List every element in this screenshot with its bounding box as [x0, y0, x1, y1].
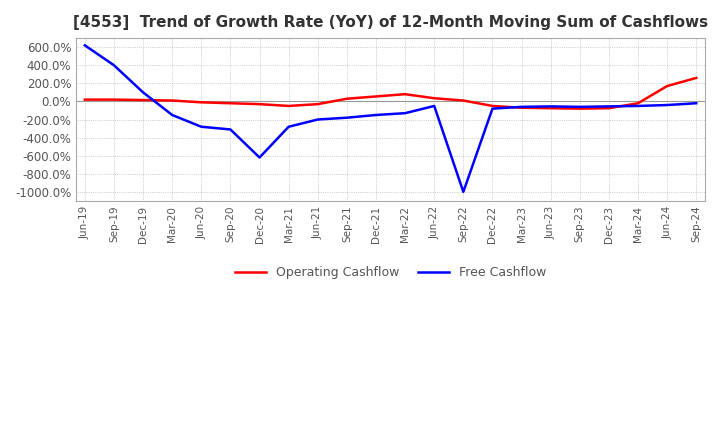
Free Cashflow — [575, 104, 584, 110]
Operating Cashflow — [459, 98, 468, 103]
Operating Cashflow — [634, 101, 642, 106]
Free Cashflow — [546, 104, 555, 109]
Operating Cashflow — [517, 105, 526, 110]
Free Cashflow — [255, 155, 264, 160]
Free Cashflow — [226, 127, 235, 132]
Free Cashflow — [488, 106, 497, 111]
Free Cashflow — [81, 43, 89, 48]
Title: [4553]  Trend of Growth Rate (YoY) of 12-Month Moving Sum of Cashflows: [4553] Trend of Growth Rate (YoY) of 12-… — [73, 15, 708, 30]
Free Cashflow — [634, 103, 642, 109]
Operating Cashflow — [663, 84, 672, 89]
Operating Cashflow — [605, 106, 613, 111]
Free Cashflow — [284, 124, 293, 129]
Operating Cashflow — [430, 95, 438, 101]
Operating Cashflow — [372, 94, 380, 99]
Free Cashflow — [139, 90, 148, 95]
Operating Cashflow — [226, 101, 235, 106]
Free Cashflow — [663, 103, 672, 108]
Line: Free Cashflow: Free Cashflow — [85, 45, 696, 192]
Free Cashflow — [430, 103, 438, 109]
Legend: Operating Cashflow, Free Cashflow: Operating Cashflow, Free Cashflow — [230, 261, 552, 284]
Free Cashflow — [372, 112, 380, 117]
Free Cashflow — [197, 124, 206, 129]
Free Cashflow — [605, 104, 613, 109]
Operating Cashflow — [343, 96, 351, 101]
Free Cashflow — [459, 189, 468, 194]
Free Cashflow — [401, 110, 410, 116]
Operating Cashflow — [692, 75, 701, 81]
Operating Cashflow — [575, 106, 584, 111]
Operating Cashflow — [168, 98, 176, 103]
Free Cashflow — [109, 62, 118, 68]
Operating Cashflow — [401, 92, 410, 97]
Operating Cashflow — [313, 102, 322, 107]
Operating Cashflow — [488, 103, 497, 109]
Operating Cashflow — [284, 103, 293, 109]
Operating Cashflow — [546, 106, 555, 111]
Line: Operating Cashflow: Operating Cashflow — [85, 78, 696, 109]
Free Cashflow — [692, 101, 701, 106]
Operating Cashflow — [255, 102, 264, 107]
Operating Cashflow — [139, 97, 148, 103]
Free Cashflow — [168, 112, 176, 117]
Operating Cashflow — [81, 97, 89, 102]
Operating Cashflow — [109, 97, 118, 102]
Free Cashflow — [313, 117, 322, 122]
Free Cashflow — [517, 104, 526, 110]
Operating Cashflow — [197, 100, 206, 105]
Free Cashflow — [343, 115, 351, 121]
